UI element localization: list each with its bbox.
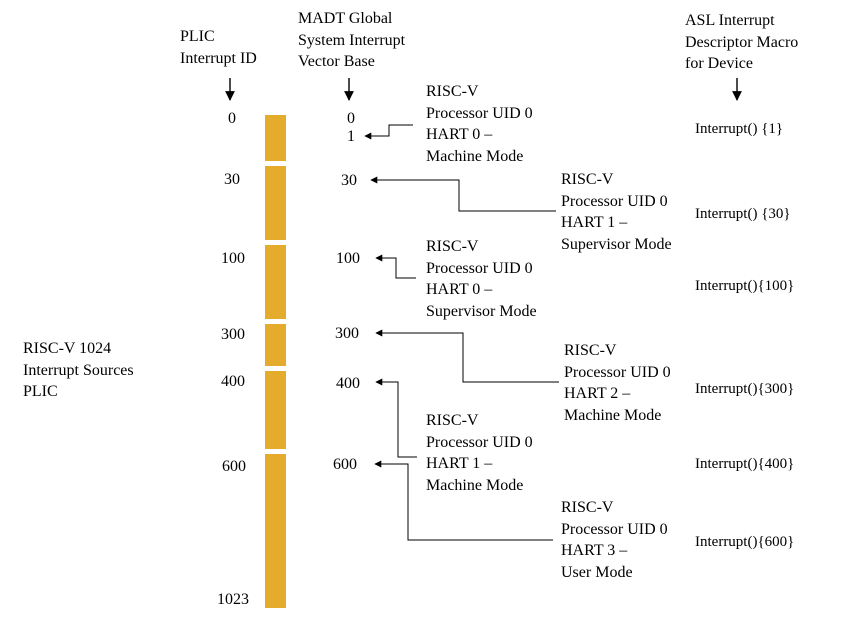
asl-macro: Interrupt(){400} (695, 456, 795, 472)
context-hart1-supervisor: RISC-V Processor UID 0 HART 1 – Supervis… (561, 171, 672, 253)
madt-gsi-base-header: MADT Global System Interrupt Vector Base (298, 10, 406, 70)
madt-gsi-label: 1 (347, 128, 355, 145)
plic-bar-segment (265, 115, 286, 161)
madt-gsi-label: 300 (335, 325, 359, 342)
connector-hart2-machine (375, 329, 559, 383)
context-hart0-machine: RISC-V Processor UID 0 HART 0 – Machine … (426, 83, 533, 165)
madt-gsi-label: 100 (336, 250, 360, 267)
context-hart3-user: RISC-V Processor UID 0 HART 3 – User Mod… (561, 499, 668, 581)
plic-id-label: 1023 (217, 591, 249, 608)
madt-gsi-label: 400 (336, 375, 360, 392)
plic-bar-segment (265, 454, 286, 608)
asl-macro: Interrupt(){100} (695, 278, 795, 294)
madt-gsi-label: 30 (341, 172, 357, 189)
connector-hart0-supervisor (375, 254, 416, 279)
context-hart1-machine: RISC-V Processor UID 0 HART 1 – Machine … (426, 412, 533, 494)
plic-id-label: 0 (228, 110, 236, 127)
asl-macro: Interrupt(){600} (695, 534, 795, 550)
plic-id-label: 600 (222, 458, 246, 475)
plic-id-label: 300 (221, 326, 245, 343)
madt-gsi-label: 600 (333, 456, 357, 473)
plic-interrupt-id-header: PLIC Interrupt ID (180, 28, 257, 67)
context-hart2-machine: RISC-V Processor UID 0 HART 2 – Machine … (564, 342, 671, 424)
asl-macro: Interrupt() {30} (695, 206, 791, 222)
connector-hart0-machine (364, 124, 413, 140)
plic-bar-segment (265, 371, 286, 449)
plic-id-label: 100 (221, 250, 245, 267)
madt-gsi-label: 0 (347, 110, 355, 127)
plic-id-label: 30 (224, 171, 240, 188)
asl-macro: Interrupt(){300} (695, 381, 795, 397)
connector-hart1-machine (375, 378, 417, 458)
plic-bar-segment (265, 245, 286, 319)
asl-descriptor-header: ASL Interrupt Descriptor Macro for Devic… (685, 12, 799, 72)
connector-hart1-supervisor (370, 176, 556, 212)
plic-bar-segment (265, 324, 286, 366)
asl-macro: Interrupt() {1} (695, 121, 784, 137)
plic-bar-segment (265, 166, 286, 240)
plic-id-label: 400 (221, 373, 245, 390)
context-hart0-supervisor: RISC-V Processor UID 0 HART 0 – Supervis… (426, 238, 537, 320)
connector-hart3-user (374, 460, 553, 541)
plic-sources-label: RISC-V 1024 Interrupt Sources PLIC (23, 340, 134, 400)
